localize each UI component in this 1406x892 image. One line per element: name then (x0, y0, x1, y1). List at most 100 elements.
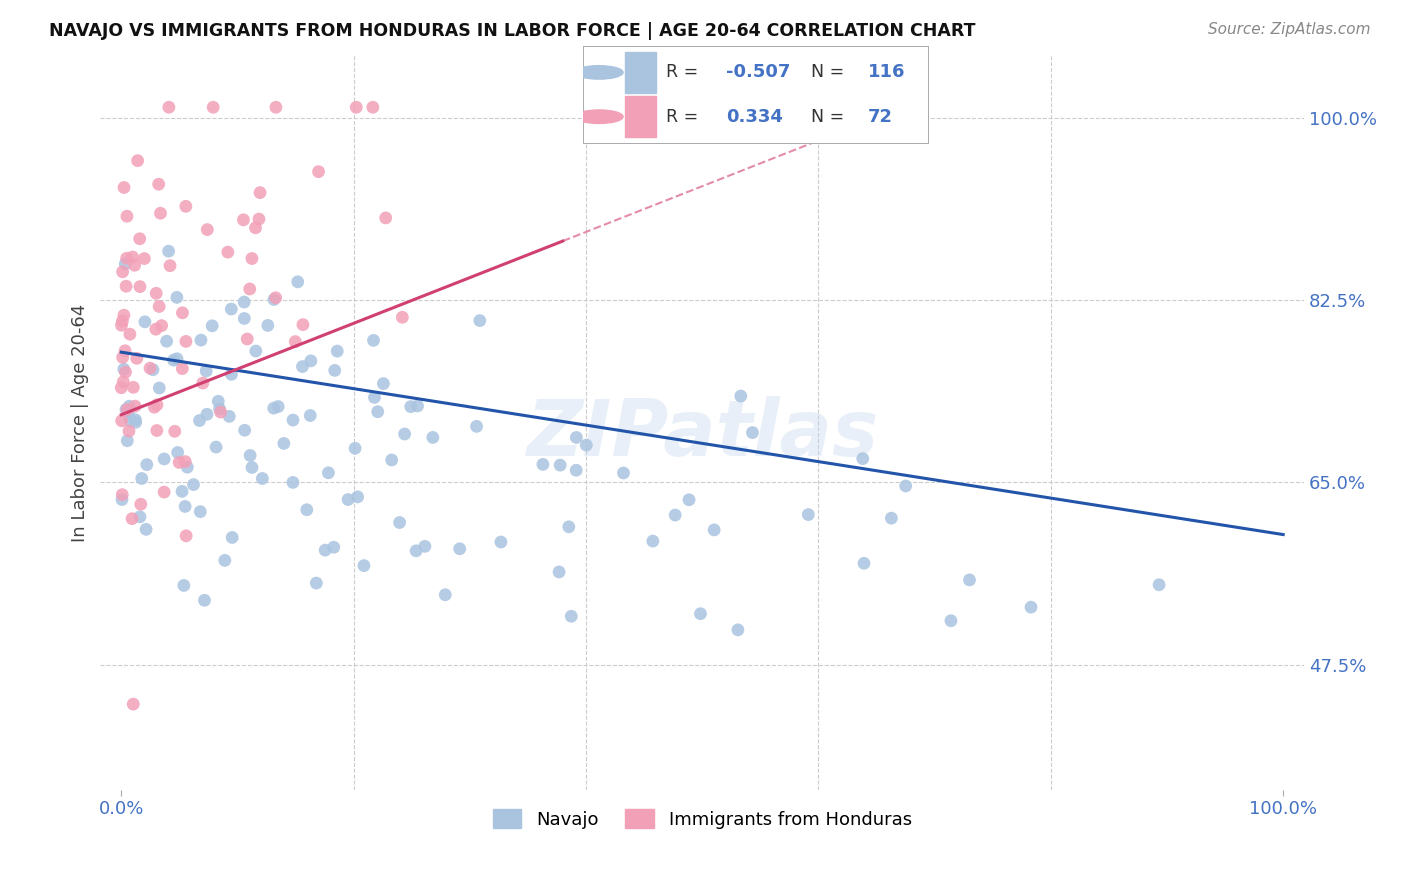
Point (148, 177, 170, 191)
Point (263, 401, 285, 416)
Point (214, 553, 236, 567)
Point (188, 413, 211, 427)
Point (122, 697, 145, 711)
Point (287, 275, 309, 289)
Point (111, 488, 134, 502)
Point (153, 485, 176, 500)
Point (281, 475, 304, 490)
Y-axis label: In Labor Force | Age 20-64: In Labor Force | Age 20-64 (72, 303, 89, 541)
Point (548, 565, 571, 579)
Point (183, 477, 205, 491)
Circle shape (575, 110, 623, 123)
Point (135, 522, 157, 536)
Point (232, 212, 254, 227)
Point (209, 405, 232, 419)
Point (172, 306, 194, 320)
Point (344, 442, 367, 456)
Point (174, 529, 197, 543)
Point (129, 497, 152, 511)
Point (122, 380, 145, 394)
Point (127, 153, 149, 168)
Point (239, 282, 262, 296)
Circle shape (575, 66, 623, 79)
Point (361, 100, 384, 114)
Point (221, 531, 243, 545)
Point (111, 414, 134, 428)
Point (217, 245, 239, 260)
Point (121, 511, 143, 525)
Point (305, 576, 328, 591)
Point (157, 244, 180, 259)
Point (131, 471, 153, 485)
Text: R =: R = (666, 108, 710, 126)
Point (172, 361, 194, 376)
Point (399, 400, 422, 414)
Point (381, 453, 404, 467)
Point (730, 389, 752, 403)
Point (263, 293, 285, 307)
Point (322, 541, 344, 555)
Point (394, 427, 416, 442)
Point (894, 479, 917, 493)
Point (145, 286, 167, 301)
Point (176, 460, 198, 475)
Point (373, 376, 395, 391)
Point (134, 252, 156, 266)
Point (148, 381, 170, 395)
Point (291, 359, 314, 374)
Point (174, 199, 197, 213)
Legend: Navajo, Immigrants from Honduras: Navajo, Immigrants from Honduras (485, 802, 920, 836)
Point (422, 430, 444, 444)
Point (218, 409, 240, 424)
Point (853, 556, 876, 570)
Point (111, 351, 134, 365)
Point (221, 368, 243, 382)
Point (128, 232, 150, 246)
Point (323, 363, 346, 377)
Point (391, 310, 413, 325)
Point (125, 415, 148, 429)
Point (120, 414, 142, 428)
Text: N =: N = (811, 108, 849, 126)
Point (295, 502, 318, 516)
Point (326, 344, 349, 359)
Point (308, 164, 330, 178)
Point (465, 419, 488, 434)
Text: Source: ZipAtlas.com: Source: ZipAtlas.com (1208, 22, 1371, 37)
Point (145, 322, 167, 336)
Point (337, 492, 360, 507)
Point (434, 588, 457, 602)
Point (139, 361, 162, 376)
Point (548, 458, 571, 472)
Point (148, 300, 170, 314)
Point (367, 405, 389, 419)
Point (240, 460, 263, 475)
Point (558, 520, 581, 534)
Point (880, 511, 903, 525)
Point (388, 516, 411, 530)
Point (233, 423, 256, 437)
Point (353, 558, 375, 573)
Point (114, 365, 136, 379)
Point (166, 445, 188, 459)
Point (174, 334, 197, 349)
Point (249, 186, 271, 200)
Point (114, 257, 136, 271)
Point (678, 492, 700, 507)
Point (121, 250, 143, 264)
Text: -0.507: -0.507 (727, 63, 790, 81)
Point (299, 354, 322, 368)
Point (156, 334, 179, 349)
Point (195, 364, 218, 378)
Point (939, 614, 962, 628)
Point (468, 313, 491, 327)
Point (405, 544, 427, 558)
Point (157, 100, 180, 114)
Point (291, 318, 314, 332)
Point (115, 402, 138, 417)
Text: 116: 116 (868, 63, 905, 81)
Point (117, 408, 139, 422)
Point (111, 314, 134, 328)
Point (565, 430, 588, 444)
Point (245, 344, 267, 359)
